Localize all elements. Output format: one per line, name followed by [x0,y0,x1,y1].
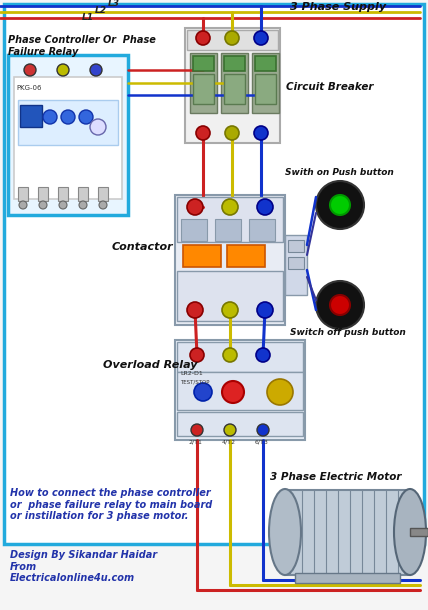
Bar [295,573,400,583]
Bar [285,235,307,295]
Bar [58,187,68,201]
Text: Phase Controller Or  Phase
Failure Relay: Phase Controller Or Phase Failure Relay [8,35,156,57]
Text: How to connect the phase controller
or  phase failure relay to main board
or ins: How to connect the phase controller or p… [10,488,212,521]
Bar [175,195,285,325]
Circle shape [222,302,238,318]
Text: Circuit Breaker: Circuit Breaker [286,82,374,92]
Circle shape [225,126,239,140]
Circle shape [223,348,237,362]
Circle shape [90,64,102,76]
Circle shape [254,31,268,45]
Circle shape [59,201,67,209]
Bar [255,74,276,104]
Bar [221,53,248,113]
Bar [249,219,275,241]
Bar [193,56,214,71]
Text: Switch off push button: Switch off push button [290,328,406,337]
Bar [224,56,245,71]
Circle shape [190,348,204,362]
Bar [177,412,303,436]
Bar [177,342,303,372]
Text: L1: L1 [82,13,94,22]
Circle shape [222,381,244,403]
Text: LR2-D1: LR2-D1 [180,371,203,376]
Text: L3: L3 [108,0,120,8]
Circle shape [222,199,238,215]
Bar [215,219,241,241]
Circle shape [256,348,270,362]
Bar [193,74,214,104]
Circle shape [267,379,293,405]
Circle shape [196,126,210,140]
Circle shape [330,295,350,315]
Circle shape [43,110,57,124]
Circle shape [191,424,203,436]
Circle shape [316,281,364,329]
Bar [14,77,122,199]
Text: 2/T1: 2/T1 [189,440,203,445]
Text: TEST/STOP: TEST/STOP [180,379,209,384]
Circle shape [254,126,268,140]
Bar [255,56,276,71]
Bar [177,372,303,410]
Bar [177,197,283,242]
Text: PKG-06: PKG-06 [16,85,42,91]
Text: Swith on Push button: Swith on Push button [285,168,394,177]
Ellipse shape [394,489,426,575]
Text: Overload Relay: Overload Relay [103,360,197,370]
Text: Contactor: Contactor [112,242,174,252]
Bar [177,271,283,321]
Circle shape [257,424,269,436]
Text: 6/T3: 6/T3 [255,440,269,445]
Bar [187,30,278,50]
Bar [20,105,42,127]
Circle shape [24,64,36,76]
Bar [18,100,118,145]
Circle shape [224,424,236,436]
Circle shape [39,201,47,209]
Bar [18,187,28,201]
Bar [224,74,245,104]
Circle shape [196,31,210,45]
Circle shape [57,64,69,76]
Bar [252,53,279,113]
Text: Design By Sikandar Haidar
From
Electricalonline4u.com: Design By Sikandar Haidar From Electrica… [10,550,157,583]
Circle shape [79,110,93,124]
Bar [175,340,305,440]
Circle shape [19,201,27,209]
Bar [288,257,304,269]
Circle shape [99,201,107,209]
Text: 4/T2: 4/T2 [222,440,236,445]
Bar [410,528,428,536]
Text: L2: L2 [95,6,107,15]
Circle shape [225,31,239,45]
Bar [8,55,128,215]
Circle shape [79,201,87,209]
Circle shape [187,302,203,318]
Bar [181,219,207,241]
Circle shape [330,195,350,215]
Bar [227,245,265,267]
Ellipse shape [269,489,301,575]
Circle shape [90,119,106,135]
Bar [185,28,280,143]
Bar [38,187,48,201]
Bar [98,187,108,201]
Text: 3 Phase Electric Motor: 3 Phase Electric Motor [270,472,401,482]
Circle shape [316,181,364,229]
Circle shape [257,302,273,318]
Bar [183,245,221,267]
Circle shape [61,110,75,124]
Circle shape [187,199,203,215]
Text: 3 Phase Supply: 3 Phase Supply [290,2,386,12]
Circle shape [194,383,212,401]
Bar [4,4,424,544]
Bar [288,240,304,252]
Bar [190,53,217,113]
Circle shape [257,199,273,215]
Bar [285,490,410,575]
Bar [78,187,88,201]
